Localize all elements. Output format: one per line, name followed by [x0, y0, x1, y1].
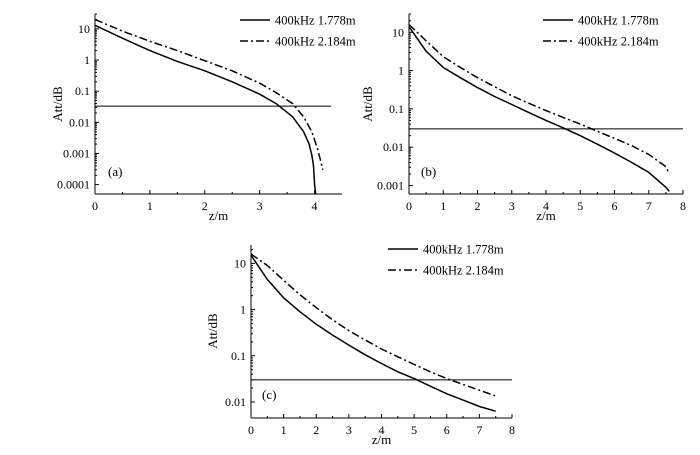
y-tick-label: 0.1	[75, 84, 90, 98]
x-axis-label: z/m	[209, 208, 229, 223]
x-tick-label: 6	[612, 199, 618, 213]
x-tick-label: 1	[281, 423, 287, 437]
panel-label: (b)	[421, 164, 436, 179]
x-tick-label: 0	[406, 199, 412, 213]
legend: 400kHz 1.778m 400kHz 2.184m	[240, 14, 356, 49]
y-tick-label: 0.01	[225, 395, 246, 409]
legend-label: 400kHz 1.778m	[423, 243, 504, 257]
series-line-2	[408, 23, 670, 175]
x-tick-label: 6	[444, 423, 450, 437]
y-axis-label: Att/dB	[50, 86, 65, 122]
x-tick-label: 8	[509, 423, 515, 437]
x-tick-label: 4	[543, 199, 549, 213]
x-tick-label: 3	[509, 199, 515, 213]
x-tick-label: 5	[411, 423, 417, 437]
x-axis-label: z/m	[536, 208, 556, 223]
x-tick-label: 7	[476, 423, 482, 437]
x-tick-label: 3	[346, 423, 352, 437]
legend-label: 400kHz 2.184m	[275, 35, 356, 49]
x-tick-label: 4	[379, 423, 385, 437]
legend: 400kHz 1.778m 400kHz 2.184m	[388, 243, 504, 278]
y-tick-label: 0.1	[231, 349, 246, 363]
legend-label: 400kHz 1.778m	[578, 14, 659, 28]
series-line-2	[250, 253, 496, 397]
series-line-2	[94, 18, 324, 170]
x-tick-label: 5	[577, 199, 583, 213]
y-tick-label: 10	[234, 256, 246, 270]
y-axis-label: Att/dB	[205, 313, 220, 349]
x-tick-label: 3	[257, 199, 263, 213]
y-tick-label: 10	[392, 25, 404, 39]
y-tick-label: 1	[398, 64, 404, 78]
y-tick-label: 0.001	[63, 146, 90, 160]
y-tick-label: 0.1	[389, 102, 404, 116]
x-tick-label: 2	[202, 199, 208, 213]
panel-label: (c)	[262, 387, 276, 402]
y-tick-label: 0.01	[383, 140, 404, 154]
x-tick-label: 0	[248, 423, 254, 437]
legend-label: 400kHz 1.778m	[275, 14, 356, 28]
y-tick-label: 10	[78, 22, 90, 36]
x-tick-label: 2	[313, 423, 319, 437]
legend-label: 400kHz 2.184m	[423, 264, 504, 278]
series-line-1	[250, 254, 496, 412]
x-axis-label: z/m	[372, 432, 392, 447]
legend-label: 400kHz 2.184m	[578, 35, 659, 49]
y-axis-label: Att/dB	[360, 86, 375, 122]
x-tick-label: 2	[475, 199, 481, 213]
series-line-1	[408, 26, 670, 192]
x-tick-label: 0	[92, 199, 98, 213]
y-tick-label: 0.001	[377, 179, 404, 193]
legend: 400kHz 1.778m 400kHz 2.184m	[543, 14, 659, 49]
y-tick-label: 1	[240, 303, 246, 317]
y-tick-label: 0.0001	[57, 178, 90, 192]
x-tick-label: 7	[646, 199, 652, 213]
x-tick-label: 8	[680, 199, 686, 213]
x-tick-label: 1	[147, 199, 153, 213]
panel-label: (a)	[108, 164, 122, 179]
chart-panel-3: 0 1 2 3 4 5 6 7 8 0.01 0.1 1 10 400kHz 1.778m 400kHz 2…	[205, 243, 515, 448]
y-tick-label: 1	[84, 53, 90, 67]
y-tick-label: 0.01	[69, 115, 90, 129]
x-tick-label: 1	[440, 199, 446, 213]
x-tick-label: 4	[312, 199, 318, 213]
series-line-1	[94, 24, 317, 195]
